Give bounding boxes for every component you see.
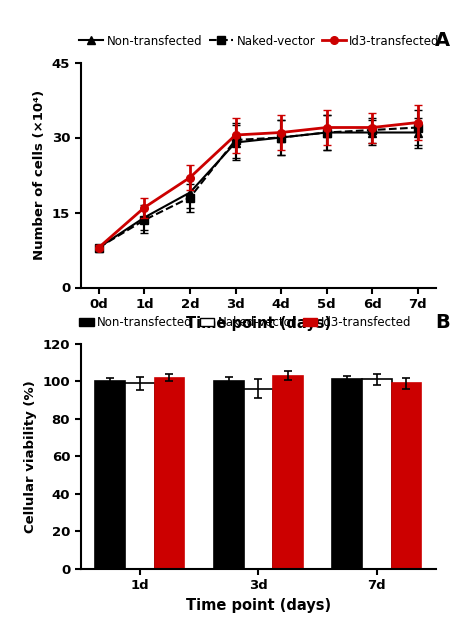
Legend: Non-transfected, Naked-vector, Id3-transfected: Non-transfected, Naked-vector, Id3-trans…	[79, 34, 440, 48]
Bar	[125, 383, 155, 569]
Bar	[155, 378, 184, 569]
Bar	[273, 376, 303, 569]
Y-axis label: Cellular viability (%): Cellular viability (%)	[24, 380, 37, 532]
Bar	[244, 389, 273, 569]
Text: A: A	[435, 31, 450, 50]
Bar	[95, 381, 125, 569]
Y-axis label: Number of cells (×10⁴): Number of cells (×10⁴)	[33, 90, 46, 260]
X-axis label: Time point (days): Time point (days)	[186, 598, 331, 612]
Bar	[214, 381, 244, 569]
Bar	[332, 379, 362, 569]
Bar	[362, 379, 392, 569]
Bar	[392, 383, 421, 569]
Legend: Non-transfected, Naked-vector, Id3-transfected: Non-transfected, Naked-vector, Id3-trans…	[79, 316, 411, 329]
X-axis label: Time point (days): Time point (days)	[186, 316, 331, 331]
Text: B: B	[436, 312, 450, 331]
